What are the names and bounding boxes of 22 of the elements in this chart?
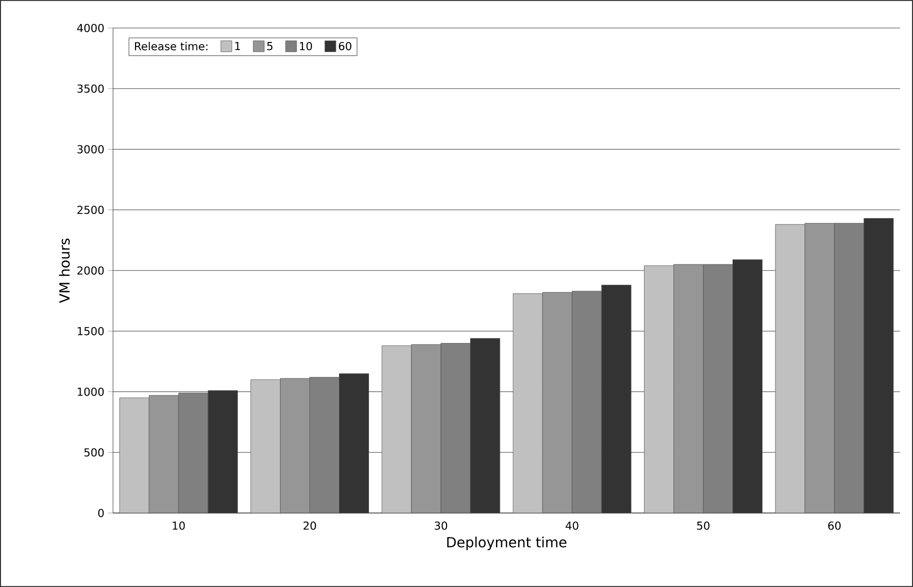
y-tick-label: 1000: [78, 388, 104, 396]
y-tick-label: 3000: [77, 145, 104, 154]
x-axis-title: Deployment time: [447, 536, 566, 550]
x-tick-label: 40: [566, 522, 578, 530]
legend-label: 10: [300, 42, 312, 50]
y-axis-title: VM hours: [58, 238, 70, 303]
legend-label: 1: [235, 42, 240, 50]
y-tick-label: 3500: [77, 84, 104, 93]
x-tick-label: 60: [828, 522, 841, 530]
legend-label: 5: [267, 42, 272, 50]
y-tick-label: 2000: [77, 266, 104, 275]
legend-title: Release time:: [135, 42, 208, 50]
y-tick-label: 1500: [78, 326, 104, 336]
x-tick-label: 10: [172, 522, 185, 530]
y-tick-label: 4000: [77, 24, 104, 32]
y-tick-label: 500: [84, 448, 104, 457]
x-tick-label: 20: [304, 522, 316, 530]
y-tick-label: 0: [98, 508, 104, 518]
x-tick-label: 50: [697, 522, 710, 530]
x-tick-label: 30: [434, 522, 448, 530]
y-tick-label: 2500: [77, 206, 104, 214]
legend-label: 60: [338, 42, 352, 50]
